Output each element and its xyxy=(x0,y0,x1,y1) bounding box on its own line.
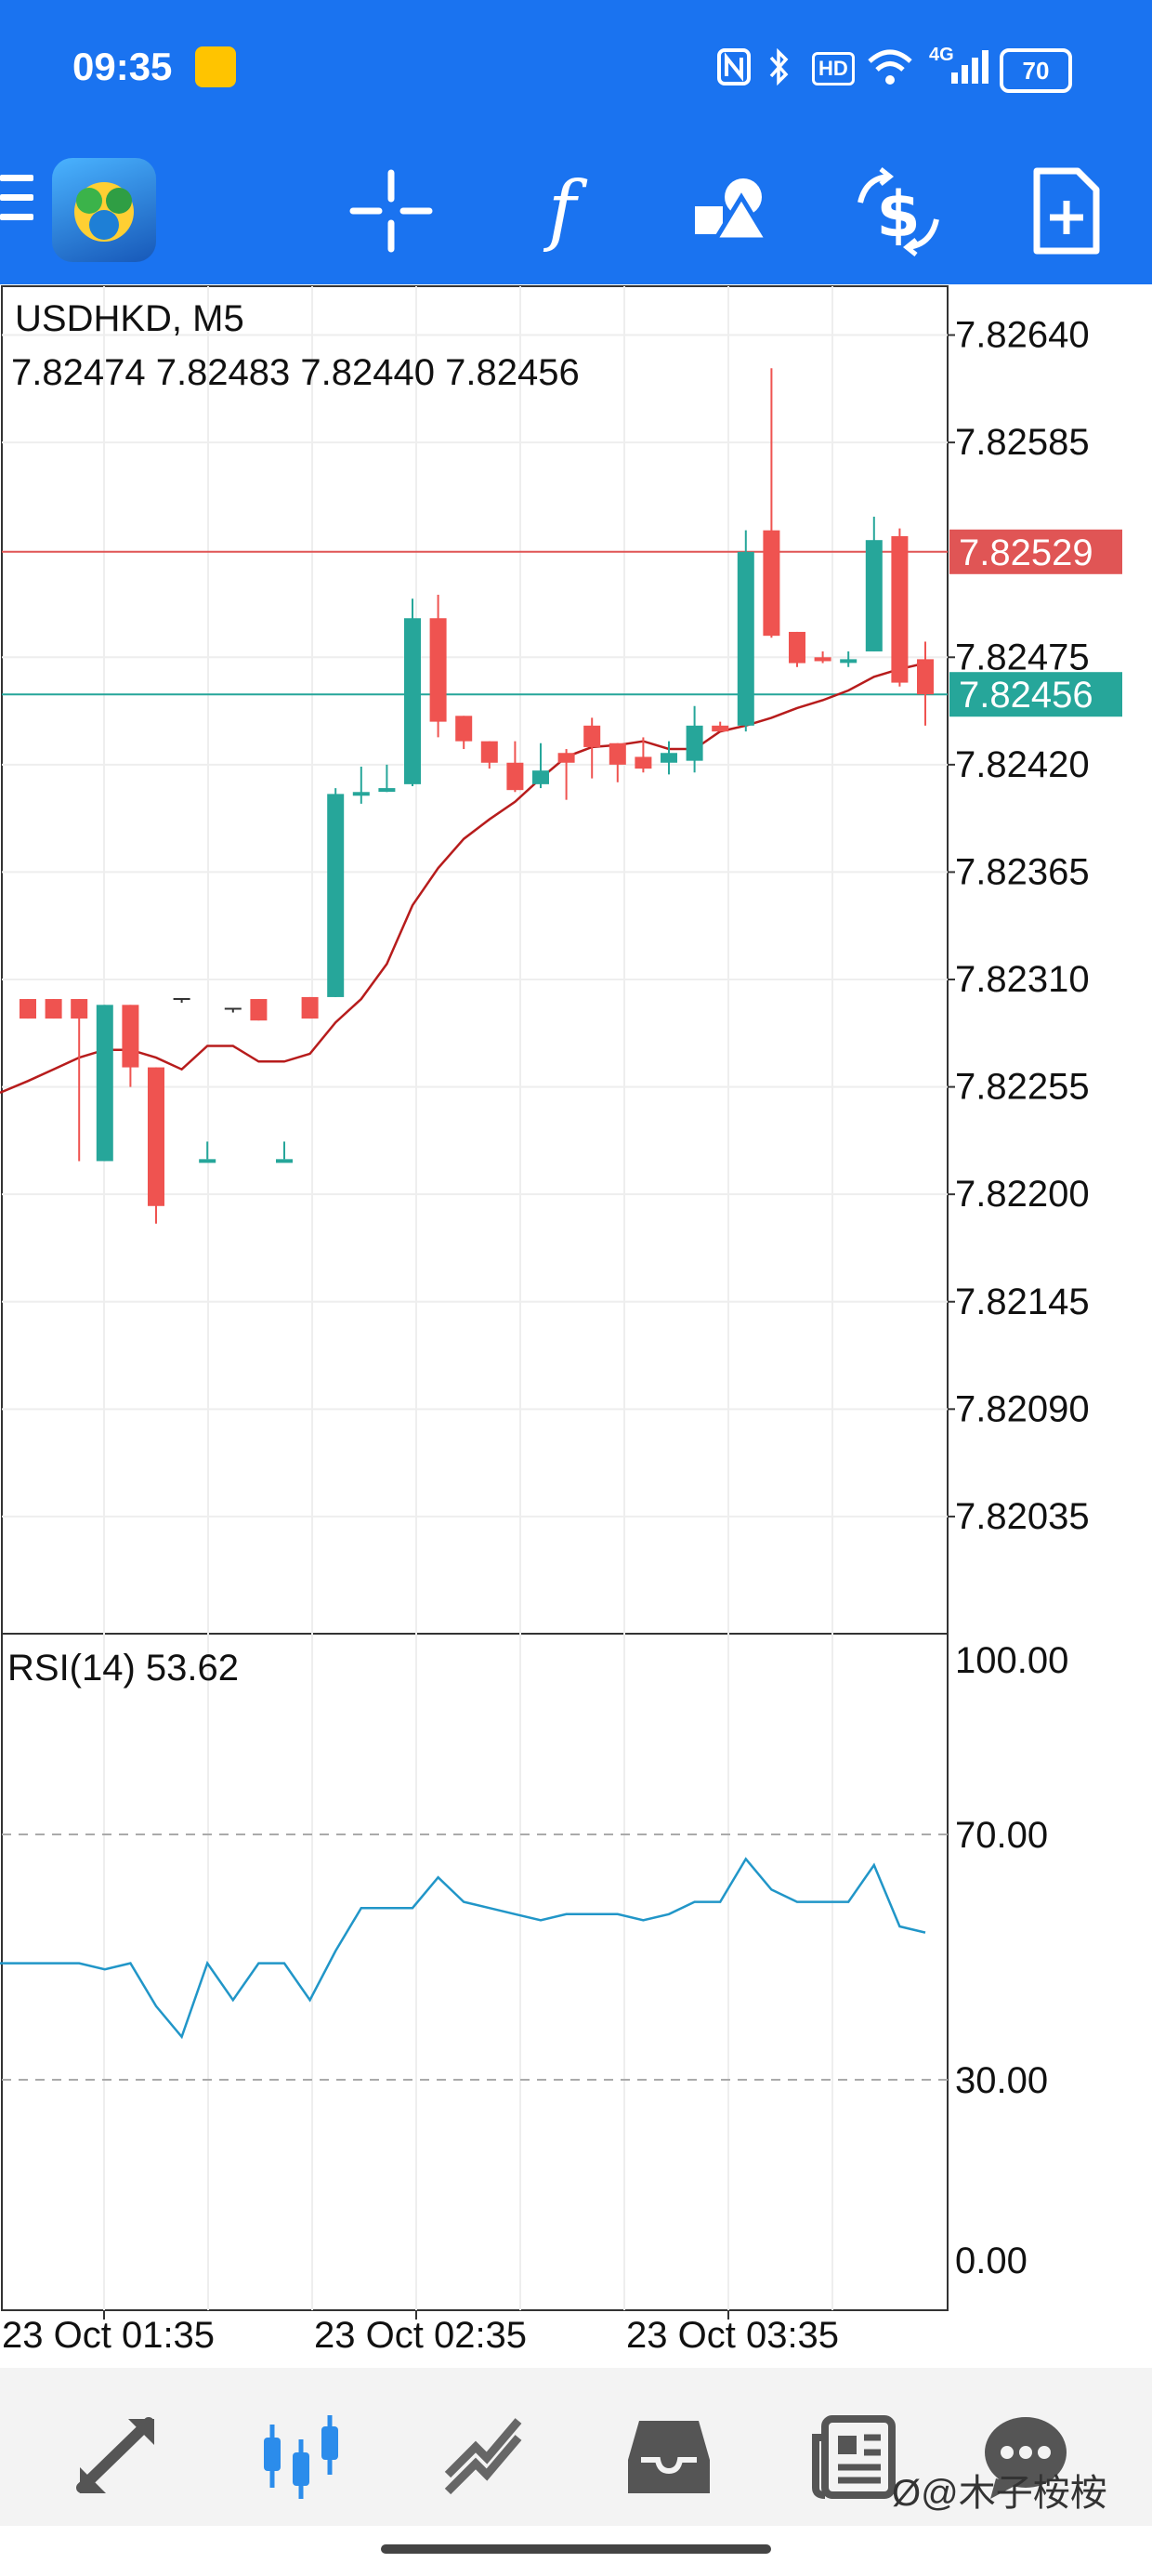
rsi-axis-label: 0.00 xyxy=(955,2241,1028,2281)
objects-icon[interactable] xyxy=(678,160,780,262)
chart-area[interactable]: 7.82640 7.82585 7.82475 7.82420 7.82365 7.823… xyxy=(0,284,1152,2366)
candle-bullish xyxy=(276,1159,293,1163)
candle-bullish xyxy=(199,1159,216,1163)
candle-bearish xyxy=(301,996,319,1019)
rsi-axis-label: 70.00 xyxy=(955,1815,1048,1856)
weibo-icon xyxy=(195,46,236,87)
new-order-icon[interactable] xyxy=(1015,160,1117,262)
candle-bearish xyxy=(455,716,473,742)
watermark-logo: Ø@木子桉桉 xyxy=(892,2473,1107,2514)
signal-4g-icon xyxy=(951,50,988,84)
trade-icon[interactable]: $ xyxy=(847,160,949,262)
crosshair-icon[interactable] xyxy=(340,160,442,262)
price-axis-label: 7.82640 xyxy=(955,315,1090,356)
candle-bullish xyxy=(327,794,345,997)
bluetooth-icon xyxy=(769,48,789,85)
candle-bearish xyxy=(763,530,780,637)
candle-bullish xyxy=(352,792,370,796)
trade-tab-icon[interactable] xyxy=(439,2410,531,2503)
history-tab-icon[interactable] xyxy=(622,2410,715,2503)
candle-bearish xyxy=(814,657,831,662)
candle-bullish xyxy=(96,1005,113,1162)
nfc-icon xyxy=(717,48,751,85)
candle-bearish xyxy=(71,999,88,1019)
metatrader-logo-icon[interactable] xyxy=(52,158,156,262)
price-axis-label: 7.82585 xyxy=(955,422,1090,463)
wifi-icon xyxy=(868,49,912,85)
candle-bearish xyxy=(712,725,729,732)
home-indicator[interactable] xyxy=(381,2544,771,2554)
quotes-icon[interactable] xyxy=(71,2410,164,2503)
candle-bearish xyxy=(789,631,805,664)
candle-bearish xyxy=(609,743,626,765)
candle-bearish xyxy=(148,1067,164,1206)
indicators-icon[interactable]: f xyxy=(511,160,613,262)
candle-bearish xyxy=(250,999,268,1021)
candle-bullish xyxy=(686,725,703,761)
price-axis-label: 7.82365 xyxy=(955,851,1090,892)
status-time: 09:35 xyxy=(72,45,173,88)
price-axis-label: 7.82310 xyxy=(955,959,1090,1000)
price-axis-label: 7.82090 xyxy=(955,1388,1090,1429)
bid-price-tag xyxy=(949,672,1122,717)
price-axis-label: 7.82420 xyxy=(955,744,1090,785)
menu-icon[interactable] xyxy=(0,175,33,233)
candle-bullish xyxy=(865,540,883,651)
symbol-label: USDHKD, M5 xyxy=(15,298,244,339)
ask-price-label: 7.82529 xyxy=(959,532,1093,573)
price-axis-label: 7.82255 xyxy=(955,1067,1090,1108)
candle-bearish xyxy=(20,999,36,1019)
time-axis-label: 23 Oct 03:35 xyxy=(626,2315,839,2356)
candle-bearish xyxy=(45,999,62,1019)
candle-bearish xyxy=(635,756,652,769)
price-axis-label: 7.82200 xyxy=(955,1174,1090,1215)
ask-price-tag xyxy=(949,529,1122,574)
hd-icon: HD xyxy=(812,52,855,85)
ohlc-label: 7.82474 7.82483 7.82440 7.82456 xyxy=(11,352,580,393)
candle-bullish xyxy=(840,659,857,664)
candle-bearish xyxy=(429,618,447,722)
moving-average-line xyxy=(0,662,926,1095)
rsi-title: RSI(14) 53.62 xyxy=(7,1648,239,1689)
battery-icon: 70 xyxy=(1000,48,1072,93)
candle-bullish xyxy=(661,753,677,763)
news-tab-icon[interactable] xyxy=(808,2410,901,2503)
messages-tab-icon[interactable] xyxy=(979,2410,1072,2503)
candle-bearish xyxy=(122,1005,139,1068)
rsi-line xyxy=(0,1857,926,2040)
main-chart-frame xyxy=(1,285,949,1635)
rsi-frame xyxy=(1,1633,949,2311)
candle-bearish xyxy=(891,535,909,683)
time-axis-label: 23 Oct 01:35 xyxy=(2,2315,215,2356)
top-toolbar: f $ xyxy=(0,139,1152,284)
price-axis-label: 7.82145 xyxy=(955,1281,1090,1322)
rsi-axis-label: 30.00 xyxy=(955,2060,1048,2101)
svg-text:f: f xyxy=(543,166,588,255)
price-axis-label: 7.82035 xyxy=(955,1496,1090,1537)
bid-price-label: 7.82456 xyxy=(959,675,1093,716)
bottom-navigation xyxy=(0,2368,1152,2526)
candle-bullish xyxy=(737,551,754,726)
status-bar: 09:35 HD 4G 70 xyxy=(0,0,1152,139)
price-axis-label: 7.82475 xyxy=(955,637,1090,677)
candle-bullish xyxy=(532,770,549,784)
time-axis-label: 23 Oct 02:35 xyxy=(314,2315,527,2356)
chart-tab-icon[interactable] xyxy=(255,2410,347,2503)
candle-bearish xyxy=(480,741,498,763)
candle-bearish xyxy=(506,762,524,791)
candle-bearish xyxy=(583,725,601,747)
candle-bullish xyxy=(378,788,396,793)
candle-bearish xyxy=(557,753,575,763)
candle-bearish xyxy=(917,659,934,695)
rsi-axis-label: 100.00 xyxy=(955,1640,1068,1681)
price-chart[interactable]: 7.82640 7.82585 7.82475 7.82420 7.82365 7.823… xyxy=(0,284,1152,2366)
candle-bullish xyxy=(404,618,421,784)
signal-4g-label: 4G xyxy=(929,45,954,65)
